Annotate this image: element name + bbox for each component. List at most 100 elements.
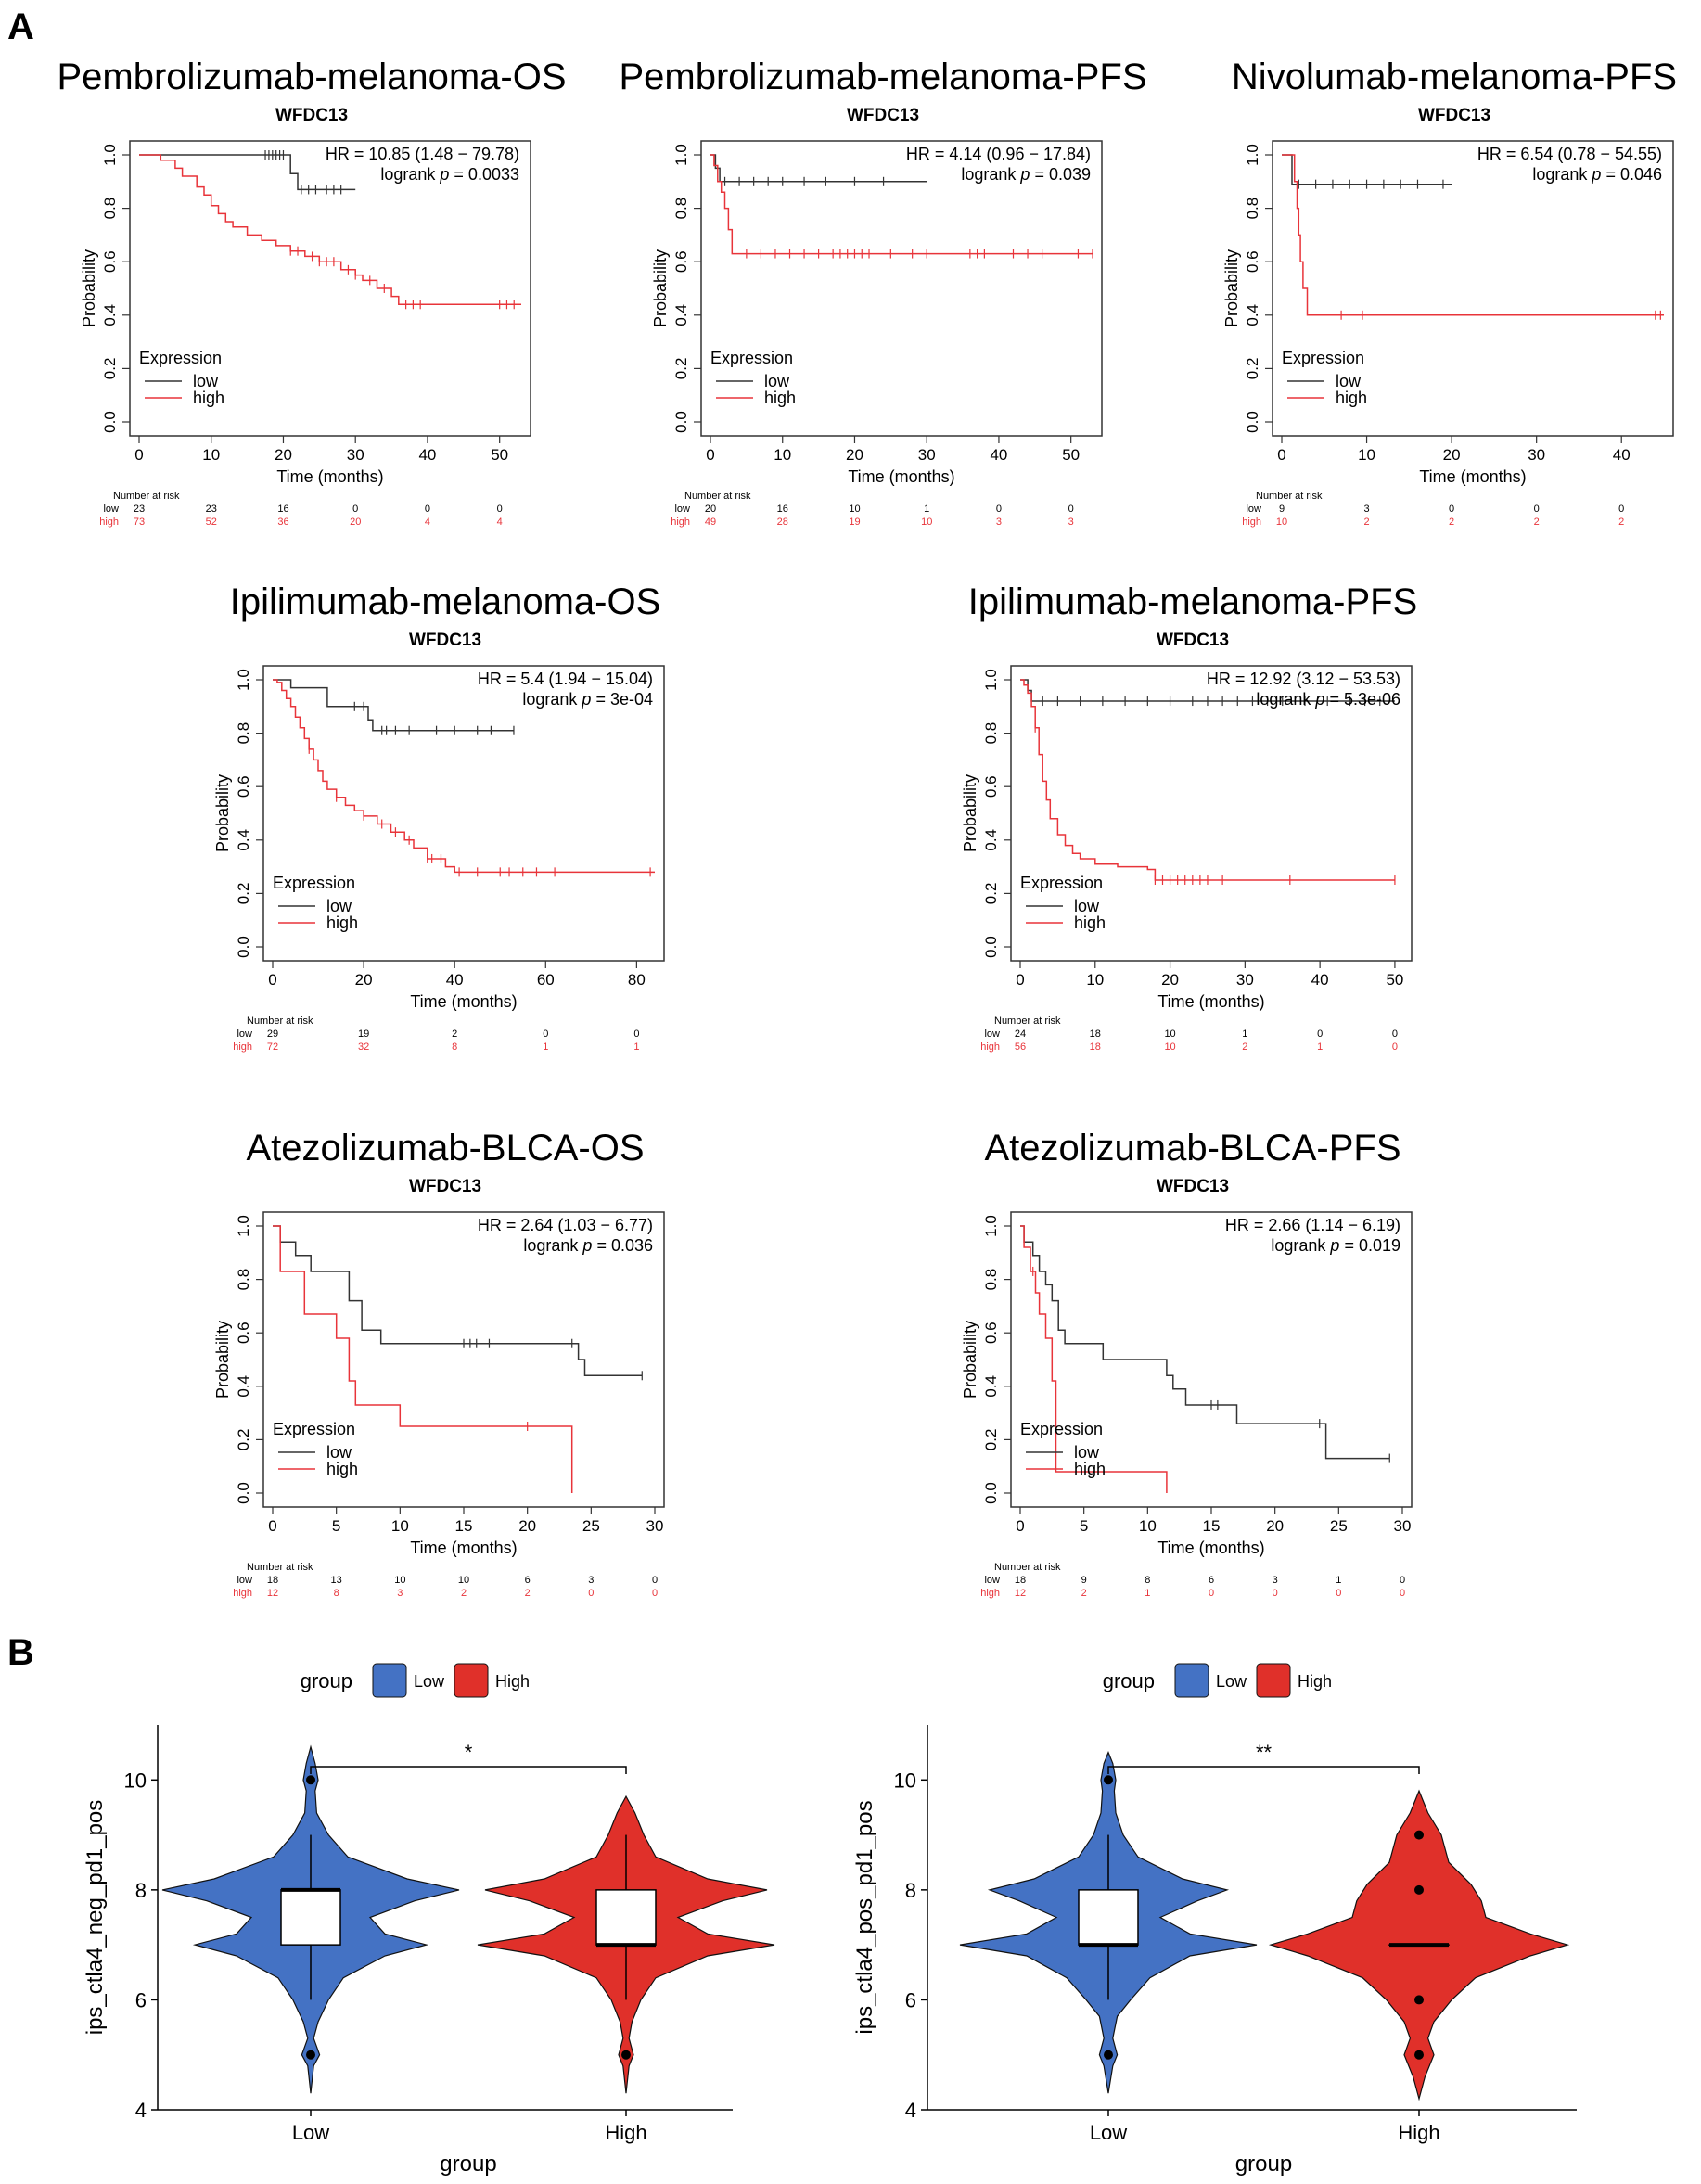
km-risk-low-count: 18 <box>1015 1575 1026 1586</box>
km-y-tick-label: 0.8 <box>101 198 119 220</box>
km-risk-low-count: 20 <box>705 504 716 515</box>
km-x-tick-label: 30 <box>1528 446 1545 464</box>
km-risk-high-label: high <box>1242 517 1261 528</box>
km-x-tick-label: 30 <box>646 1517 664 1535</box>
km-risk-low-count: 0 <box>1317 1028 1323 1040</box>
km-hr-text: HR = 10.85 (1.48 − 79.78) <box>326 145 519 163</box>
km-risk-low-count: 3 <box>1363 504 1369 515</box>
km-risk-high-count: 2 <box>1242 1041 1247 1053</box>
km-logrank-part: = 5.3e-06 <box>1324 690 1400 709</box>
km-risk-high-count: 0 <box>652 1588 658 1599</box>
km-risk-high-count: 0 <box>1392 1041 1398 1053</box>
km-risk-high-count: 3 <box>1068 517 1074 528</box>
violin-y-tick-label: 6 <box>135 1988 147 2012</box>
km-x-axis-label: Time (months) <box>276 467 383 486</box>
km-y-tick-label: 0.2 <box>982 883 1000 905</box>
violin-significance-bracket <box>310 1766 627 1774</box>
km-x-tick-label: 20 <box>1266 1517 1284 1535</box>
km-risk-low-count: 16 <box>777 504 788 515</box>
km-panel-5: Ipilimumab-melanoma-PFS WFDC13 0.0 0.2 0.4 0.… <box>961 581 1417 1053</box>
km-plot-frame <box>262 1211 665 1508</box>
km-risk-high-count: 73 <box>134 517 145 528</box>
km-risk-low-count: 0 <box>996 504 1002 515</box>
km-x-tick-label: 40 <box>446 971 464 989</box>
km-x-tick-label: 10 <box>391 1517 409 1535</box>
km-x-tick-label: 30 <box>1236 971 1254 989</box>
km-risk-high-count: 12 <box>267 1588 278 1599</box>
km-y-tick-label: 0.8 <box>982 1269 1000 1291</box>
km-risk-high-count: 56 <box>1015 1041 1026 1053</box>
km-legend-low-label: low <box>1074 897 1100 915</box>
km-logrank-part: = 0.036 <box>592 1236 653 1255</box>
km-legend-title: Expression <box>273 874 355 892</box>
km-x-tick-label: 10 <box>774 446 791 464</box>
violin-x-axis-label: group <box>1235 2152 1292 2177</box>
km-y-tick-label: 1.0 <box>101 144 119 166</box>
km-x-tick-label: 25 <box>1330 1517 1348 1535</box>
km-risk-low-count: 3 <box>1273 1575 1278 1586</box>
km-x-tick-label: 20 <box>275 446 292 464</box>
km-risk-low-count: 0 <box>1449 504 1454 515</box>
km-risk-high-label: high <box>980 1041 1000 1053</box>
km-risk-low-count: 29 <box>267 1028 278 1040</box>
km-x-tick-label: 30 <box>347 446 364 464</box>
violin-x-tick-label: High <box>1398 2121 1439 2144</box>
km-risk-high-count: 10 <box>1276 517 1287 528</box>
km-panel-2: Pembrolizumab-melanoma-PFS WFDC13 0.0 0.2 0.… <box>619 57 1146 528</box>
km-x-tick-label: 0 <box>1277 446 1285 464</box>
km-logrank-part: p <box>1019 165 1030 184</box>
km-high-curve <box>1020 1225 1168 1493</box>
km-legend-high-label: high <box>1074 913 1106 932</box>
violin-y-tick-label: 4 <box>135 2099 147 2122</box>
km-risk-high-count: 2 <box>525 1588 531 1599</box>
km-logrank-text: logrank p = 0.019 <box>1271 1236 1400 1255</box>
km-risk-title: Number at risk <box>247 1015 313 1027</box>
km-high-curve <box>139 154 521 306</box>
km-risk-low-count: 1 <box>1336 1575 1341 1586</box>
violin-legend-swatch-high <box>1256 1663 1291 1698</box>
km-risk-high-label: high <box>233 1588 252 1599</box>
km-y-tick-label: 0.4 <box>982 829 1000 851</box>
km-x-tick-label: 15 <box>1203 1517 1221 1535</box>
km-x-tick-label: 60 <box>537 971 555 989</box>
km-y-tick-label: 0.6 <box>1244 250 1261 273</box>
violin-legend-swatch-low <box>1174 1663 1209 1698</box>
km-x-tick-label: 40 <box>418 446 436 464</box>
km-y-tick-label: 0.2 <box>235 1429 252 1451</box>
km-y-tick-label: 0.0 <box>235 1482 252 1504</box>
km-x-tick-label: 0 <box>134 446 143 464</box>
km-x-tick-label: 15 <box>455 1517 473 1535</box>
km-risk-low-label: low <box>1246 504 1261 515</box>
km-y-tick-label: 0.4 <box>235 829 252 851</box>
km-risk-high-count: 8 <box>334 1588 339 1599</box>
km-panel-1: Pembrolizumab-melanoma-OS WFDC13 0.0 0.2 0.4… <box>57 57 566 528</box>
km-risk-low-count: 16 <box>277 504 288 515</box>
violin-legend-swatch-low <box>372 1663 407 1698</box>
km-x-tick-label: 40 <box>990 446 1007 464</box>
km-risk-title: Number at risk <box>994 1562 1061 1573</box>
violin-y-axis-label: ips_ctla4_neg_pd1_pos <box>83 1800 108 2036</box>
violin-y-tick-label: 8 <box>905 1879 916 1902</box>
violin-legend-title: group <box>1103 1669 1155 1692</box>
km-logrank-text: logrank p = 0.039 <box>961 165 1091 184</box>
km-risk-high-count: 72 <box>267 1041 278 1053</box>
km-risk-low-label: low <box>237 1028 252 1040</box>
km-risk-high-count: 4 <box>497 517 503 528</box>
km-risk-low-count: 0 <box>1534 504 1540 515</box>
km-x-tick-label: 80 <box>628 971 646 989</box>
violin-outlier-point <box>306 1775 315 1785</box>
km-title: Atezolizumab-BLCA-OS <box>246 1128 644 1169</box>
km-risk-low-count: 0 <box>352 504 358 515</box>
km-low-curve <box>1020 679 1395 702</box>
km-y-tick-label: 0.4 <box>235 1375 252 1398</box>
km-y-tick-label: 1.0 <box>235 669 252 691</box>
km-risk-low-count: 0 <box>1392 1028 1398 1040</box>
km-y-tick-label: 0.2 <box>101 358 119 380</box>
km-legend-low-label: low <box>1336 372 1362 390</box>
km-plot-frame <box>262 665 665 962</box>
violin-legend-label-low: Low <box>1216 1672 1247 1691</box>
km-x-tick-label: 0 <box>268 1517 276 1535</box>
km-logrank-part: p <box>439 165 449 184</box>
km-legend-title: Expression <box>273 1420 355 1438</box>
